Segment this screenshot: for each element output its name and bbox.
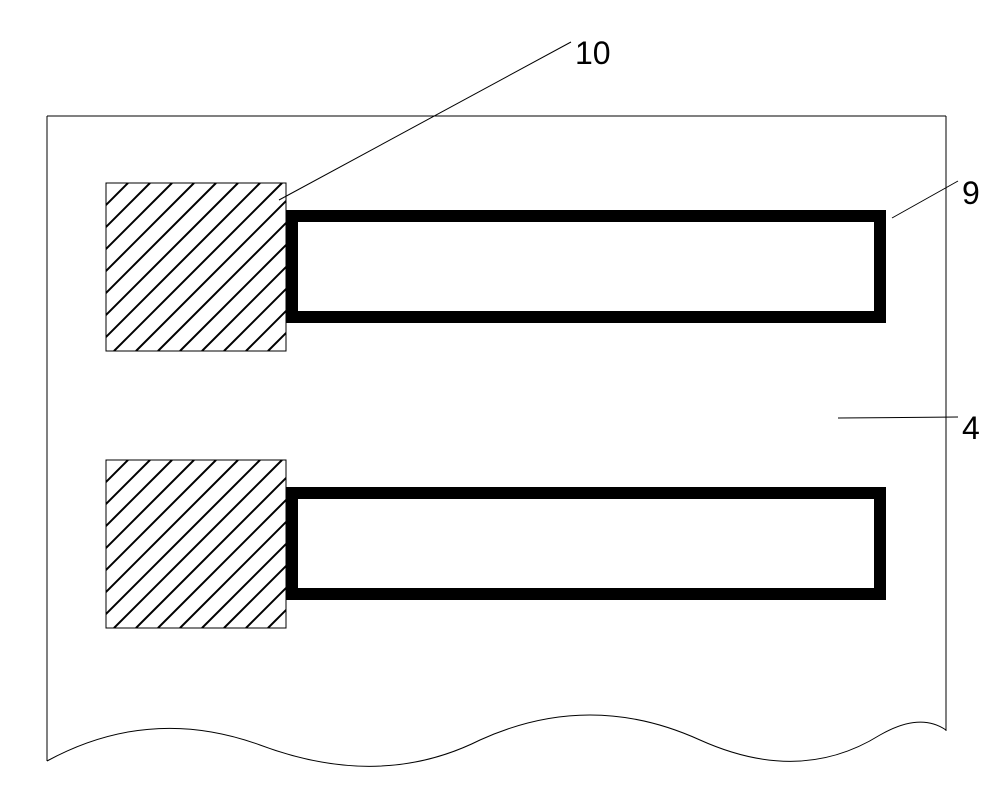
diagram-svg	[0, 0, 1000, 791]
callout-label-10: 10	[575, 35, 611, 72]
callout-label-9: 9	[962, 175, 980, 212]
diagram-canvas: 10 9 4	[0, 0, 1000, 791]
callout-label-4: 4	[962, 410, 980, 447]
